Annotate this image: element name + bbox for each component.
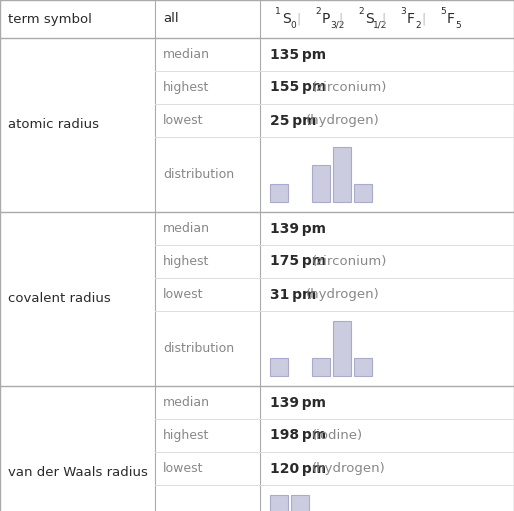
Text: |: | xyxy=(296,12,300,26)
FancyBboxPatch shape xyxy=(270,183,288,202)
Text: median: median xyxy=(163,396,210,409)
Text: median: median xyxy=(163,222,210,235)
Text: lowest: lowest xyxy=(163,462,204,475)
Text: (hydrogen): (hydrogen) xyxy=(312,462,386,475)
Text: 5: 5 xyxy=(455,20,461,30)
Text: distribution: distribution xyxy=(163,342,234,355)
Text: 3/2: 3/2 xyxy=(330,20,344,30)
Text: atomic radius: atomic radius xyxy=(8,119,99,131)
Text: van der Waals radius: van der Waals radius xyxy=(8,467,148,479)
FancyBboxPatch shape xyxy=(312,166,330,202)
Text: (zirconium): (zirconium) xyxy=(312,255,387,268)
Text: |: | xyxy=(338,12,342,26)
Text: 155 pm: 155 pm xyxy=(270,81,326,95)
FancyBboxPatch shape xyxy=(312,358,330,376)
Text: covalent radius: covalent radius xyxy=(8,292,111,306)
Text: term symbol: term symbol xyxy=(8,12,92,26)
Text: 0: 0 xyxy=(290,20,296,30)
Text: 139 pm: 139 pm xyxy=(270,221,326,236)
Text: S: S xyxy=(365,12,374,26)
Text: 2: 2 xyxy=(315,8,321,16)
Text: 135 pm: 135 pm xyxy=(270,48,326,61)
Text: distribution: distribution xyxy=(163,168,234,181)
Text: 2: 2 xyxy=(358,8,363,16)
Text: 31 pm: 31 pm xyxy=(270,288,317,301)
Text: 198 pm: 198 pm xyxy=(270,429,326,443)
Text: P: P xyxy=(322,12,331,26)
FancyBboxPatch shape xyxy=(333,147,351,202)
Text: lowest: lowest xyxy=(163,288,204,301)
Text: F: F xyxy=(407,12,415,26)
Text: 1: 1 xyxy=(275,8,281,16)
Text: median: median xyxy=(163,48,210,61)
Text: 1/2: 1/2 xyxy=(373,20,388,30)
Text: highest: highest xyxy=(163,429,209,442)
Text: (zirconium): (zirconium) xyxy=(312,81,387,94)
FancyBboxPatch shape xyxy=(333,321,351,376)
Text: all: all xyxy=(163,12,179,26)
Text: 2: 2 xyxy=(415,20,420,30)
Text: highest: highest xyxy=(163,255,209,268)
Text: 25 pm: 25 pm xyxy=(270,113,317,128)
Text: (iodine): (iodine) xyxy=(312,429,363,442)
Text: 5: 5 xyxy=(440,8,446,16)
Text: S: S xyxy=(282,12,291,26)
Text: F: F xyxy=(447,12,455,26)
Text: 120 pm: 120 pm xyxy=(270,461,326,476)
Text: (hydrogen): (hydrogen) xyxy=(305,114,379,127)
FancyBboxPatch shape xyxy=(291,495,309,511)
Text: |: | xyxy=(421,12,425,26)
Text: 175 pm: 175 pm xyxy=(270,254,326,268)
Text: highest: highest xyxy=(163,81,209,94)
Text: lowest: lowest xyxy=(163,114,204,127)
Text: 3: 3 xyxy=(400,8,406,16)
Text: (hydrogen): (hydrogen) xyxy=(305,288,379,301)
FancyBboxPatch shape xyxy=(270,358,288,376)
FancyBboxPatch shape xyxy=(354,358,372,376)
Text: 139 pm: 139 pm xyxy=(270,396,326,409)
FancyBboxPatch shape xyxy=(354,183,372,202)
Text: |: | xyxy=(381,12,386,26)
FancyBboxPatch shape xyxy=(270,495,288,511)
